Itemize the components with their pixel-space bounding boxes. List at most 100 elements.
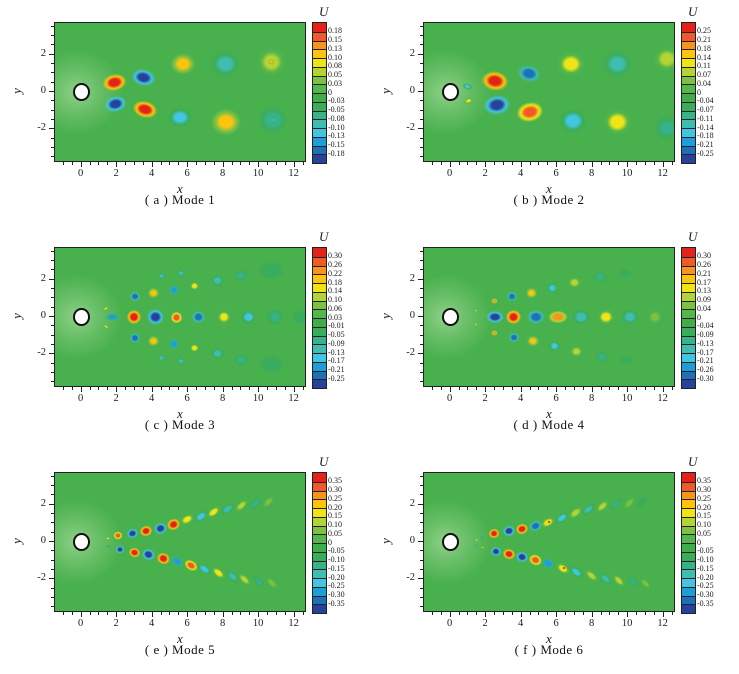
- x-tick-label: 8: [219, 168, 226, 179]
- colorbar-divider: [682, 578, 695, 579]
- x-minor-tick: [431, 162, 433, 165]
- colorbar-divider: [682, 145, 695, 147]
- x-minor-tick: [494, 612, 495, 615]
- colorbar-segment: [313, 154, 326, 163]
- colorbar-divider: [682, 499, 695, 501]
- colorbar-segment: [313, 84, 326, 93]
- colorbar-tick-label: -0.05: [697, 546, 714, 556]
- colorbar-segment: [313, 525, 326, 535]
- x-minor-tick: [125, 387, 126, 390]
- y-major-tick: [49, 578, 54, 580]
- x-minor-tick: [573, 612, 575, 615]
- x-major-tick: [485, 387, 487, 392]
- x-major-tick: [556, 162, 558, 167]
- contour-blob: [500, 523, 517, 539]
- contour-blob: [265, 307, 285, 327]
- x-minor-tick: [62, 162, 64, 165]
- y-minor-tick: [51, 587, 54, 589]
- contour-blob: [487, 527, 502, 540]
- y-minor-tick: [51, 297, 54, 299]
- x-minor-tick: [511, 387, 513, 390]
- x-minor-tick: [89, 387, 91, 390]
- colorbar-divider: [313, 516, 326, 518]
- x-minor-tick: [618, 162, 620, 165]
- colorbar-segment: [313, 379, 326, 388]
- colorbar-segment: [682, 119, 695, 128]
- colorbar-divider: [682, 335, 695, 337]
- colorbar-segment: [682, 66, 695, 76]
- y-minor-tick: [420, 587, 423, 589]
- colorbar-divider: [313, 256, 326, 258]
- contour-blob: [570, 308, 593, 326]
- x-minor-tick: [565, 612, 566, 615]
- y-major-tick: [418, 316, 423, 318]
- colorbar-divider: [313, 604, 326, 606]
- colorbar-tick-label: -0.30: [697, 373, 714, 383]
- panel-mode-3: 0 2 4 6 8 10 12 2 0 -2 x y 0.30 0.26 0.22 0.18 0.14 0.10 0…: [0, 225, 370, 449]
- contour-blob: [545, 282, 560, 295]
- y-minor-tick: [420, 485, 423, 487]
- y-minor-tick: [51, 100, 54, 102]
- colorbar-tick-label: -0.35: [697, 598, 714, 608]
- x-minor-tick: [600, 387, 602, 390]
- contour-blob: [504, 309, 523, 325]
- cylinder-marker: [441, 307, 460, 327]
- colorbar-divider: [313, 84, 326, 86]
- contour-blob: [126, 309, 142, 325]
- x-minor-tick: [62, 612, 64, 615]
- colorbar-tick-label: 0.07: [697, 70, 711, 79]
- x-minor-tick: [636, 162, 637, 165]
- x-major-tick: [80, 387, 82, 392]
- y-minor-tick: [51, 513, 54, 515]
- colorbar-segment: [313, 265, 326, 275]
- x-major-tick: [627, 162, 629, 167]
- colorbar-title: U: [319, 229, 329, 244]
- contour-blob: [257, 260, 286, 281]
- contour-blob: [114, 545, 126, 555]
- contour-plot: [423, 247, 675, 387]
- x-minor-tick: [618, 612, 620, 615]
- x-minor-tick: [547, 387, 549, 390]
- x-minor-tick: [133, 612, 135, 615]
- colorbar-segment: [313, 551, 326, 561]
- x-minor-tick: [458, 612, 460, 615]
- x-tick-label: 4: [517, 618, 524, 629]
- x-minor-tick: [196, 387, 197, 390]
- x-tick-label: 2: [113, 618, 119, 629]
- y-tick-label: -2: [37, 347, 46, 359]
- colorbar-divider: [313, 370, 326, 372]
- colorbar-segment: [682, 481, 695, 491]
- colorbar-divider: [313, 586, 326, 588]
- contour-blob: [480, 536, 485, 539]
- y-tick-label: 2: [409, 47, 415, 59]
- contour-blob: [609, 571, 629, 590]
- x-minor-tick: [671, 162, 673, 165]
- contour-blob: [561, 565, 567, 570]
- colorbar-divider: [682, 525, 695, 527]
- contour-blob: [596, 308, 616, 326]
- y-minor-tick: [420, 297, 423, 299]
- colorbar-tick-label: 0.10: [328, 295, 342, 304]
- colorbar-divider: [313, 40, 326, 42]
- x-tick-label: 2: [113, 393, 119, 404]
- colorbar-segment: [313, 256, 326, 266]
- y-minor-tick: [420, 597, 423, 599]
- contour-blob: [526, 335, 540, 348]
- x-major-tick: [591, 387, 593, 392]
- y-axis-label: y: [377, 88, 393, 94]
- panel-caption: ( f ) Mode 6: [514, 642, 584, 657]
- x-major-tick: [449, 162, 451, 167]
- colorbar-tick-label: -0.21: [697, 140, 714, 149]
- contour-blob: [484, 310, 506, 325]
- colorbar-tick-label: -0.30: [697, 590, 714, 599]
- colorbar-segment: [682, 248, 695, 257]
- contour-blob: [189, 343, 200, 354]
- x-major-tick: [485, 612, 487, 617]
- colorbar-tick-label: 0.10: [328, 52, 342, 62]
- x-minor-tick: [302, 387, 304, 390]
- colorbar-divider: [313, 110, 326, 112]
- colorbar-tick-label: 0.35: [328, 476, 342, 486]
- colorbar-segment: [313, 66, 326, 76]
- y-minor-tick: [420, 475, 423, 477]
